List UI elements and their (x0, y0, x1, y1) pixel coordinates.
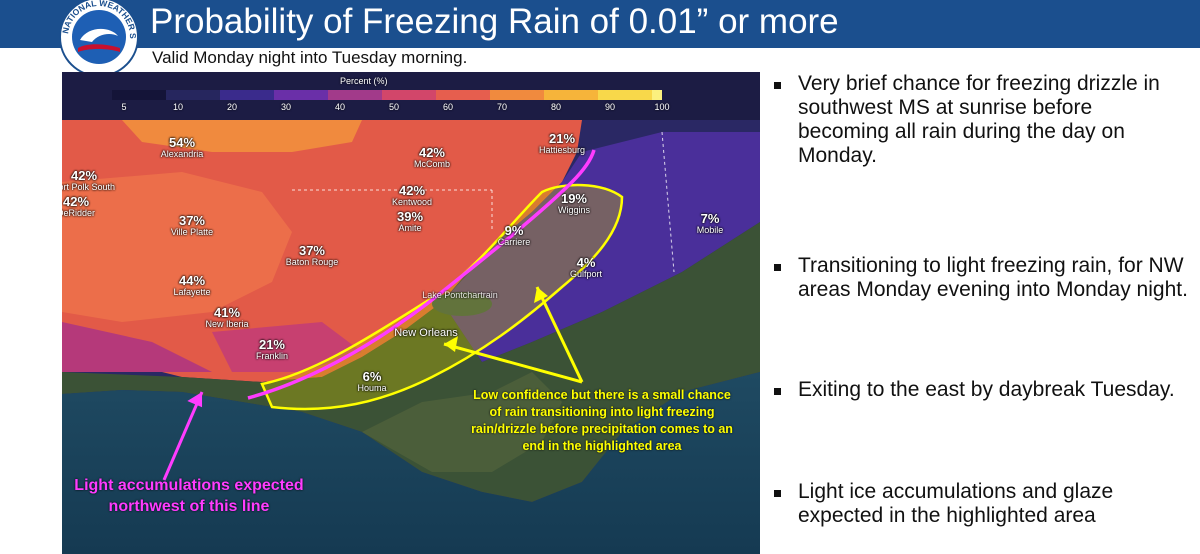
city-label: 42%DeRidder (62, 194, 96, 218)
city-label: Lake Pontchartrain (422, 290, 498, 300)
city-label: 4% Gulfport (569, 255, 603, 279)
yellow-arrow-2 (535, 286, 584, 383)
legend-tick: 20 (226, 102, 238, 112)
city-label: 44% Lafayette (173, 273, 211, 297)
city-label: 42%Fort Polk South (62, 168, 116, 192)
legend-tick: 50 (388, 102, 400, 112)
legend-tick: 90 (604, 102, 616, 112)
city-label: 37% Ville Platte (170, 213, 214, 237)
city-label: 41% New Iberia (205, 305, 249, 329)
city-label: 21% Franklin (255, 337, 289, 361)
magenta-arrow (162, 391, 204, 481)
low-confidence-annotation: Low confidence but there is a small chan… (471, 388, 733, 453)
city-label: 37% Baton Rouge (285, 243, 339, 267)
light-accumulation-annotation: Light accumulations expected northwest o… (74, 477, 304, 515)
bullet-icon (774, 388, 781, 395)
city-label: 19% Wiggins (557, 191, 591, 215)
city-label: New Orleans (394, 327, 458, 339)
legend-title: Percent (%) (340, 76, 388, 86)
legend-tick: 40 (334, 102, 346, 112)
city-label: 42% McComb (413, 145, 451, 169)
nws-logo-icon: NATIONAL WEATHER SERVICE (58, 0, 139, 77)
yellow-arrow-1 (443, 342, 583, 384)
city-label: 21% Hattiesburg (538, 131, 586, 155)
legend-tick: 10 (172, 102, 184, 112)
page-title: Probability of Freezing Rain of 0.01” or… (150, 2, 839, 41)
city-label: 54% Alexandria (160, 135, 204, 159)
legend-tick: 70 (496, 102, 508, 112)
city-label: 9% Carriere (497, 223, 531, 247)
legend-tick: 5 (121, 102, 127, 112)
bullet-icon (774, 490, 781, 497)
page-subtitle: Valid Monday night into Tuesday morning. (152, 48, 468, 67)
legend-tick: 100 (654, 102, 670, 112)
legend-tick: 30 (280, 102, 292, 112)
accumulation-boundary-line (247, 149, 596, 400)
bullet-icon (774, 264, 781, 271)
freezing-rain-probability-map: Percent (%) 5 10 20 30 40 50 60 70 80 90… (62, 72, 760, 554)
legend-tick: 80 (550, 102, 562, 112)
city-label: 39% Amite (396, 209, 424, 233)
legend-tick: 60 (442, 102, 454, 112)
header-bar: Probability of Freezing Rain of 0.01” or… (0, 0, 1200, 48)
city-label: 6% Houma (357, 369, 387, 393)
city-label: 7% Mobile (696, 211, 724, 235)
bullet-icon (774, 82, 781, 89)
legend-colorbar (112, 90, 662, 100)
map-base (62, 72, 760, 554)
city-label: 42% Kentwood (391, 183, 433, 207)
